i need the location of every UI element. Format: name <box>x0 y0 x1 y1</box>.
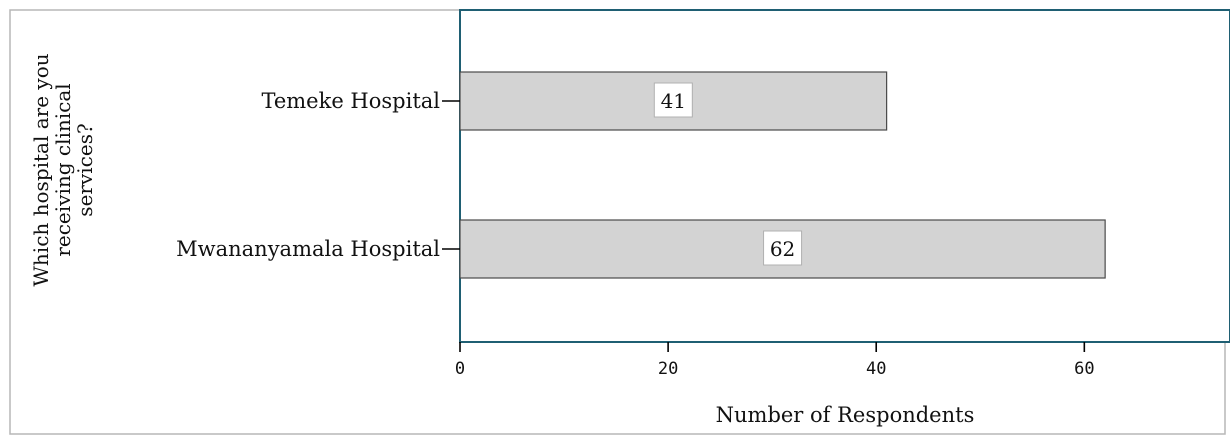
data-label-box <box>653 82 693 118</box>
x-tick-label: 40 <box>866 359 886 379</box>
x-tick-label: 60 <box>1074 359 1094 379</box>
y-axis-title-line-2: receiving clinical <box>51 83 75 256</box>
plot-area-frame <box>459 9 1230 343</box>
x-tick-label: 0 <box>455 359 465 379</box>
bars-layer: 41 62 <box>459 71 1106 279</box>
x-axis-title: Number of Respondents <box>716 403 975 427</box>
y-axis-title: Which hospital are you receiving clinica… <box>29 53 97 286</box>
category-label: Temeke Hospital <box>261 89 440 113</box>
data-label-box <box>763 230 803 266</box>
category-label: Mwananyamala Hospital <box>176 237 440 261</box>
y-axis-title-line-3: services? <box>73 123 97 216</box>
data-label: 41 <box>661 89 686 113</box>
category-axis: Temeke Hospital Mwananyamala Hospital <box>176 89 460 261</box>
data-label: 62 <box>770 237 795 261</box>
y-axis-title-line-1: Which hospital are you <box>29 53 53 286</box>
x-tick-label: 20 <box>658 359 678 379</box>
x-axis: 0 20 40 60 <box>455 342 1095 379</box>
